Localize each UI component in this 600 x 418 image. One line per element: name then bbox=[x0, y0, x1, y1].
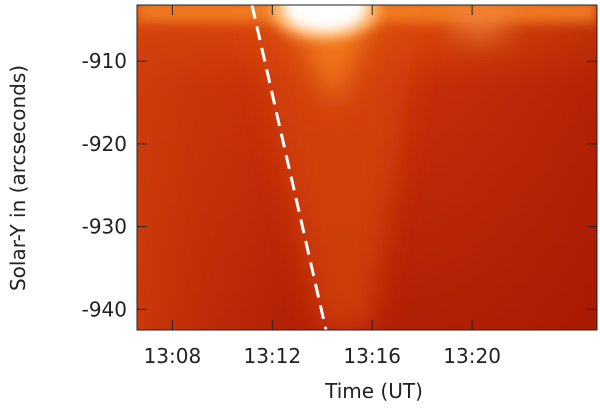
x-tick-label: 13:12 bbox=[243, 344, 301, 368]
x-axis-label: Time (UT) bbox=[324, 379, 423, 403]
y-tick-label: -920 bbox=[82, 132, 127, 156]
y-tick-label: -930 bbox=[82, 215, 127, 239]
heatmap-image bbox=[137, 5, 597, 330]
y-tick-label: -940 bbox=[82, 297, 127, 321]
x-tick-label: 13:20 bbox=[443, 344, 501, 368]
x-tick-label: 13:08 bbox=[144, 344, 202, 368]
y-tick-label: -910 bbox=[82, 49, 127, 73]
y-axis-label: Solar-Y in (arcseconds) bbox=[6, 65, 30, 291]
plot-frame bbox=[136, 4, 598, 331]
x-tick-label: 13:16 bbox=[343, 344, 401, 368]
dashed-fit-line bbox=[250, 5, 328, 330]
